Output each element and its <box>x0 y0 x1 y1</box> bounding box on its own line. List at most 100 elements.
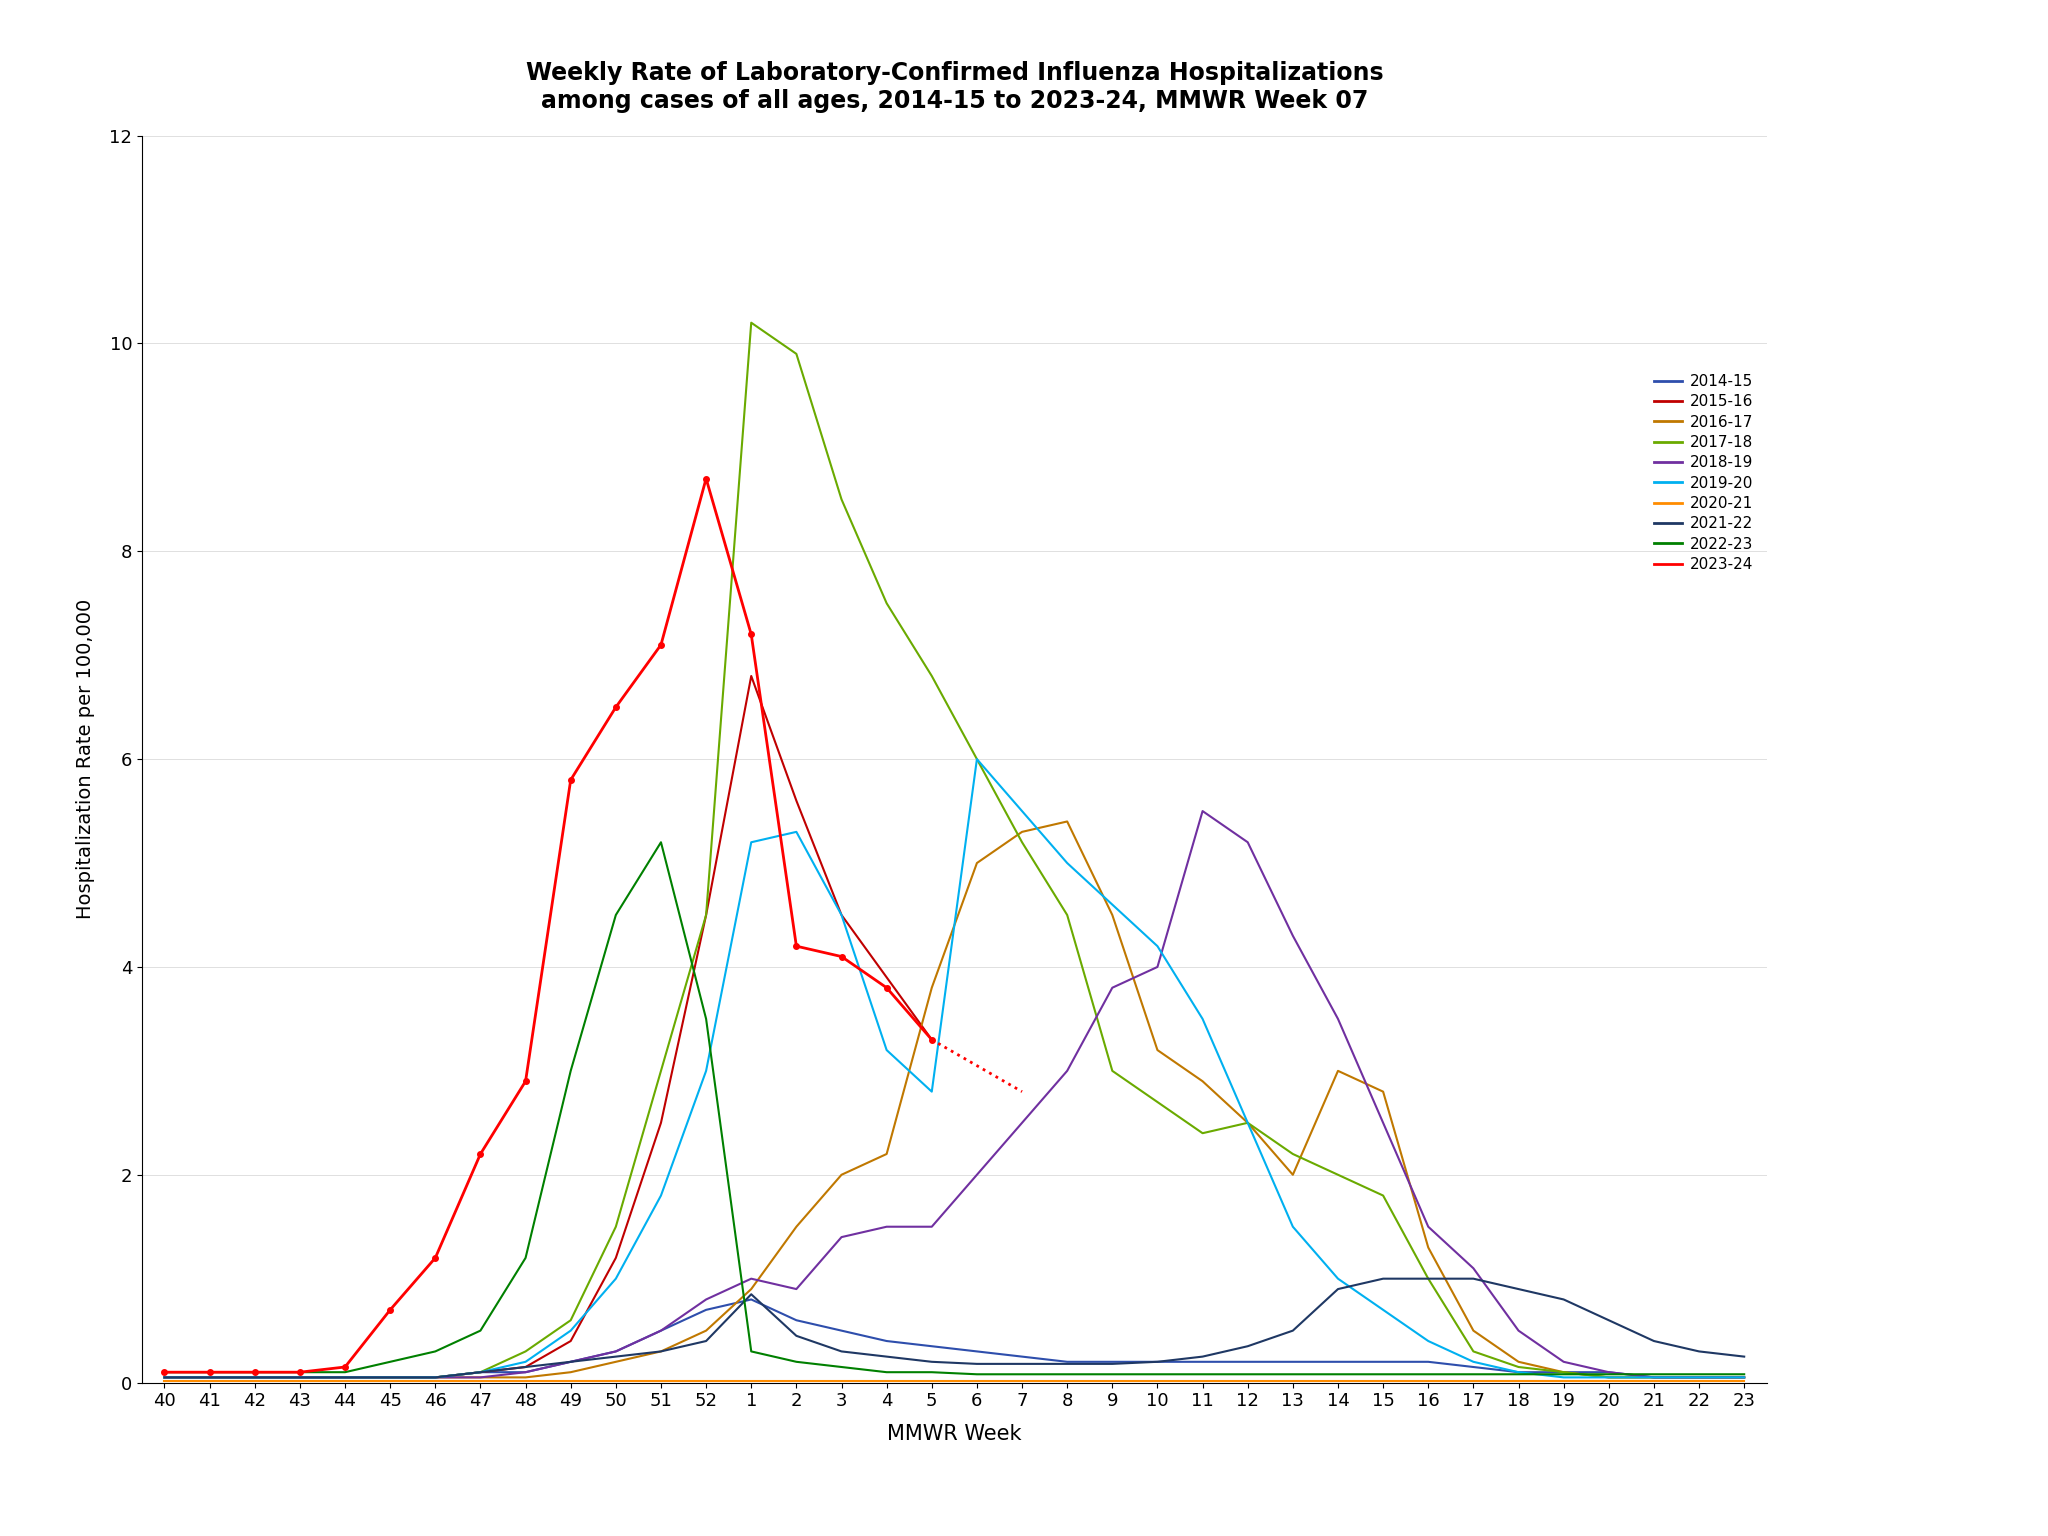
2016-17 <box>829 1166 854 1184</box>
2019-20 <box>514 1353 539 1372</box>
2017-18 <box>1145 1092 1169 1111</box>
2021-22 <box>920 1353 944 1372</box>
2019-20 <box>559 1321 584 1339</box>
2023-24 <box>874 978 899 997</box>
2014-15 <box>1100 1353 1124 1372</box>
2018-19 <box>1597 1362 1622 1381</box>
2021-22 <box>1642 1332 1667 1350</box>
2016-17 <box>1190 1072 1214 1091</box>
2023-24 <box>379 1301 403 1319</box>
2019-20 <box>965 750 989 768</box>
2019-20 <box>1280 1218 1305 1236</box>
2016-17 <box>1688 1369 1712 1387</box>
2021-22 <box>1145 1353 1169 1372</box>
2014-15 <box>1280 1353 1305 1372</box>
2020-21 <box>197 1372 221 1390</box>
2019-20 <box>242 1369 266 1387</box>
2020-21 <box>1552 1372 1577 1390</box>
2021-22 <box>739 1286 764 1304</box>
2022-23 <box>784 1353 809 1372</box>
2016-17 <box>784 1218 809 1236</box>
2016-17 <box>332 1369 356 1387</box>
2021-22 <box>1415 1269 1440 1287</box>
2022-23 <box>739 1342 764 1361</box>
2023-24 <box>739 625 764 644</box>
2017-18 <box>1733 1369 1757 1387</box>
2021-22 <box>1190 1347 1214 1366</box>
2019-20 <box>1415 1332 1440 1350</box>
2021-22 <box>1280 1321 1305 1339</box>
2022-23 <box>332 1362 356 1381</box>
2017-18 <box>1055 906 1079 925</box>
2017-18 <box>1688 1369 1712 1387</box>
2018-19 <box>1552 1353 1577 1372</box>
2019-20 <box>1552 1369 1577 1387</box>
2020-21 <box>694 1372 719 1390</box>
2021-22 <box>1552 1290 1577 1309</box>
2022-23 <box>1688 1366 1712 1384</box>
2019-20 <box>829 906 854 925</box>
2019-20 <box>1460 1353 1485 1372</box>
2017-18 <box>1552 1362 1577 1381</box>
2023-24 <box>694 470 719 488</box>
Line: 2014-15: 2014-15 <box>164 1299 1745 1378</box>
2018-19 <box>784 1279 809 1298</box>
2022-23 <box>1597 1366 1622 1384</box>
2023-24 <box>604 697 629 716</box>
2020-21 <box>1010 1372 1034 1390</box>
2021-22 <box>1235 1336 1260 1355</box>
2017-18 <box>1235 1114 1260 1132</box>
Title: Weekly Rate of Laboratory-Confirmed Influenza Hospitalizations
among cases of al: Weekly Rate of Laboratory-Confirmed Infl… <box>526 61 1382 112</box>
2021-22 <box>1370 1269 1395 1287</box>
2014-15 <box>514 1362 539 1381</box>
2017-18 <box>152 1369 176 1387</box>
2020-21 <box>829 1372 854 1390</box>
2022-23 <box>1010 1366 1034 1384</box>
2018-19 <box>965 1166 989 1184</box>
2018-19 <box>1055 1061 1079 1080</box>
2020-21 <box>1733 1372 1757 1390</box>
2016-17 <box>379 1369 403 1387</box>
2016-17 <box>1460 1321 1485 1339</box>
2019-20 <box>920 1083 944 1101</box>
2022-23 <box>1055 1366 1079 1384</box>
2019-20 <box>1235 1114 1260 1132</box>
2019-20 <box>604 1269 629 1287</box>
2022-23 <box>424 1342 449 1361</box>
2021-22 <box>424 1369 449 1387</box>
2021-22 <box>874 1347 899 1366</box>
2023-24 <box>332 1358 356 1376</box>
2016-17 <box>1597 1369 1622 1387</box>
2020-21 <box>1235 1372 1260 1390</box>
2019-20 <box>1100 895 1124 914</box>
2021-22 <box>694 1332 719 1350</box>
2019-20 <box>1505 1362 1530 1381</box>
2020-21 <box>649 1372 674 1390</box>
2017-18 <box>1010 833 1034 851</box>
Line: 2019-20: 2019-20 <box>164 759 1745 1378</box>
2016-17 <box>739 1279 764 1298</box>
2019-20 <box>197 1369 221 1387</box>
2014-15 <box>332 1369 356 1387</box>
2021-22 <box>1055 1355 1079 1373</box>
2021-22 <box>829 1342 854 1361</box>
2022-23 <box>1235 1366 1260 1384</box>
2018-19 <box>1460 1260 1485 1278</box>
2018-19 <box>1688 1369 1712 1387</box>
2018-19 <box>1370 1114 1395 1132</box>
2016-17 <box>1010 823 1034 842</box>
2018-19 <box>1505 1321 1530 1339</box>
2022-23 <box>1190 1366 1214 1384</box>
2014-15 <box>604 1342 629 1361</box>
2014-15 <box>1370 1353 1395 1372</box>
2016-17 <box>197 1369 221 1387</box>
2016-17 <box>242 1369 266 1387</box>
2023-24 <box>920 1031 944 1049</box>
2017-18 <box>1642 1369 1667 1387</box>
2019-20 <box>424 1369 449 1387</box>
2020-21 <box>424 1372 449 1390</box>
2017-18 <box>1370 1186 1395 1204</box>
Line: 2016-17: 2016-17 <box>164 822 1745 1378</box>
2023-24 <box>649 636 674 654</box>
2017-18 <box>1100 1061 1124 1080</box>
